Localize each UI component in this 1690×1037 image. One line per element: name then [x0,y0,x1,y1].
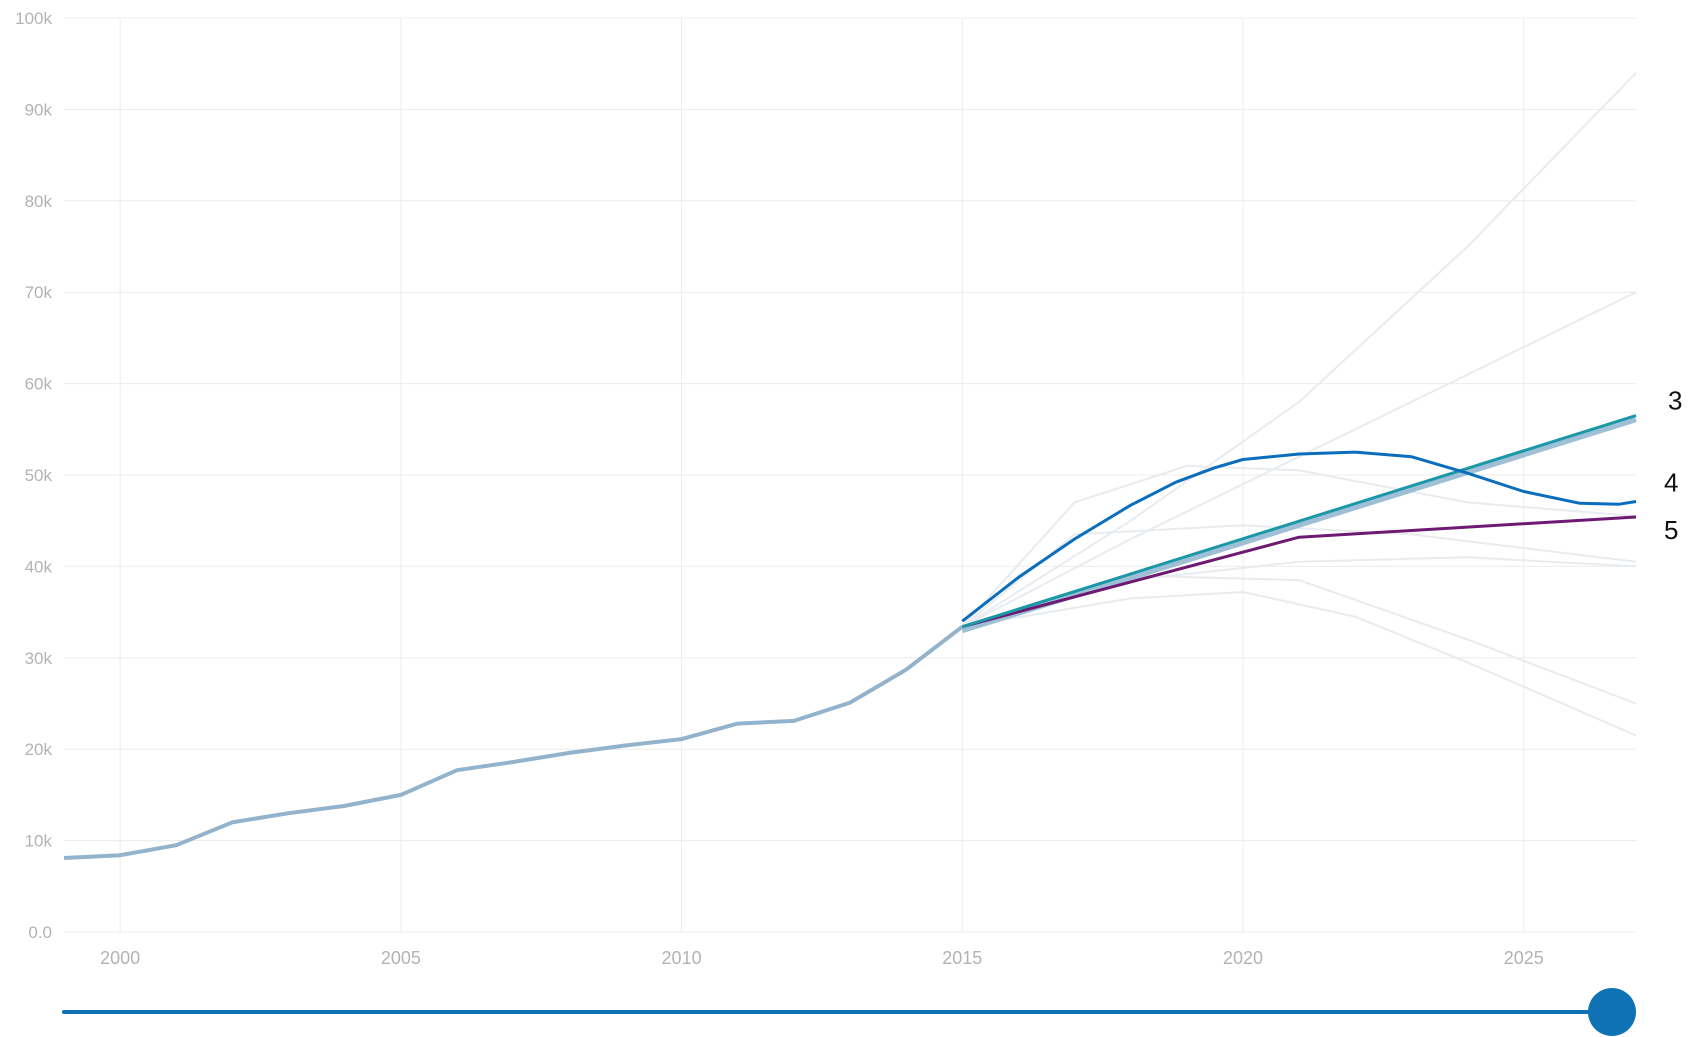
historical-line [63,625,964,860]
background-scenario-line [961,72,1637,628]
y-tick-label: 80k [25,192,53,211]
y-tick-label: 60k [25,375,53,394]
y-tick-label: 90k [25,100,53,119]
series-4-line [961,450,1637,623]
y-tick-label: 50k [25,466,53,485]
y-tick-label: 10k [25,832,53,851]
x-gridlines [119,18,1525,932]
background-scenario-line [961,464,1637,628]
y-tick-label: 20k [25,740,53,759]
highlighted-series-lines [63,414,1637,860]
series-end-labels: 3 4 5 [1664,386,1682,545]
y-tick-label: 70k [25,283,53,302]
series-4-end-label: 4 [1664,468,1678,498]
x-tick-label: 2000 [100,948,140,968]
y-tick-label: 100k [15,9,52,28]
x-tick-label: 2005 [381,948,421,968]
background-scenario-line [962,590,1637,737]
background-scenario-line [962,556,1637,628]
x-tick-label: 2010 [662,948,702,968]
x-tick-label: 2015 [942,948,982,968]
background-scenario-line [961,524,1637,628]
y-tick-label: 0.0 [28,923,52,942]
series-3-line [961,414,1637,629]
x-axis-ticks: 2000 2005 2010 2015 2020 2025 [100,948,1544,968]
slider-handle[interactable] [1588,988,1636,1036]
y-axis-ticks: 0.0 10k 20k 30k 40k 50k 60k 70k 80k 90k 100k [15,9,52,942]
x-tick-label: 2020 [1223,948,1263,968]
background-scenario-lines [961,72,1637,737]
y-tick-label: 40k [25,557,53,576]
y-gridlines [64,17,1636,933]
series-5-end-label: 5 [1664,515,1678,545]
year-slider[interactable] [62,988,1636,1036]
series-3-end-label: 3 [1668,386,1682,416]
y-tick-label: 30k [25,649,53,668]
background-scenario-line [961,291,1637,628]
series-5-line [961,515,1637,629]
x-tick-label: 2025 [1504,948,1544,968]
